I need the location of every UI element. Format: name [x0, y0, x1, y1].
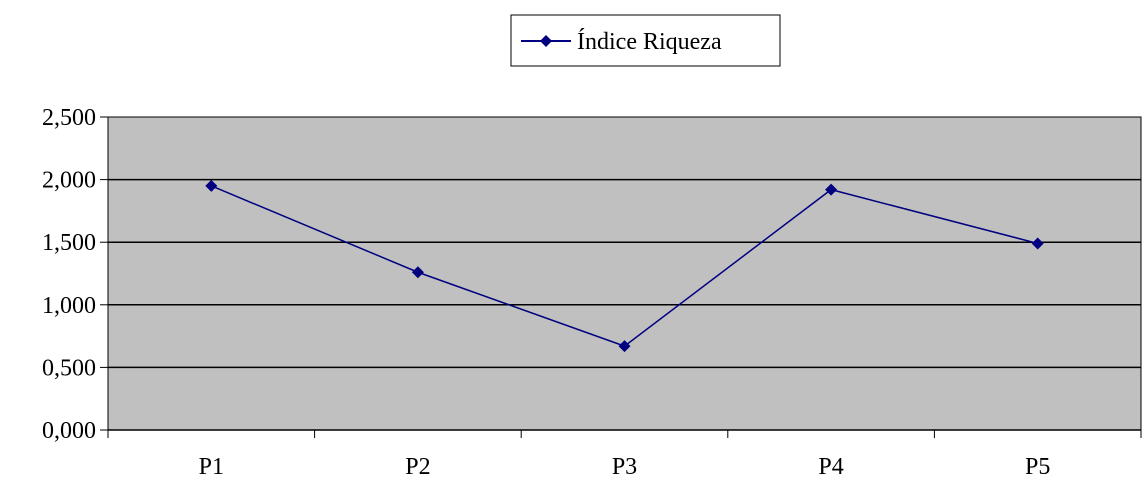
- plot-area: [107, 116, 1142, 431]
- y-tick-labels: 0,000 0,500 1,000 1,500 2,000 2,500: [42, 105, 96, 444]
- legend: Índice Riqueza: [510, 14, 781, 67]
- x-tick-label: P5: [1025, 454, 1050, 480]
- x-tick-label: P2: [405, 454, 430, 480]
- series-riqueza: [205, 179, 1044, 353]
- x-tick-label: P4: [818, 454, 843, 480]
- x-tick-labels: P1 P2 P3 P4 P5: [199, 454, 1051, 480]
- data-point-marker: [825, 183, 838, 196]
- data-point-marker: [1031, 237, 1044, 250]
- x-tick-label: P3: [612, 454, 637, 480]
- y-tick-label: 1,500: [42, 230, 96, 256]
- legend-label: Índice Riqueza: [577, 29, 722, 55]
- data-point-marker: [411, 266, 424, 279]
- y-tick-label: 2,500: [42, 105, 96, 131]
- legend-diamond-marker: [540, 35, 552, 47]
- y-tick-label: 2,000: [42, 168, 96, 194]
- y-tick-label: 1,000: [42, 293, 96, 319]
- y-tick-label: 0,500: [42, 355, 96, 381]
- data-point-marker: [618, 340, 631, 353]
- axes: [100, 116, 1142, 438]
- y-tick-label: 0,000: [42, 418, 96, 444]
- data-point-marker: [205, 179, 218, 192]
- gridlines: [108, 178, 1141, 369]
- x-tick-label: P1: [199, 454, 224, 480]
